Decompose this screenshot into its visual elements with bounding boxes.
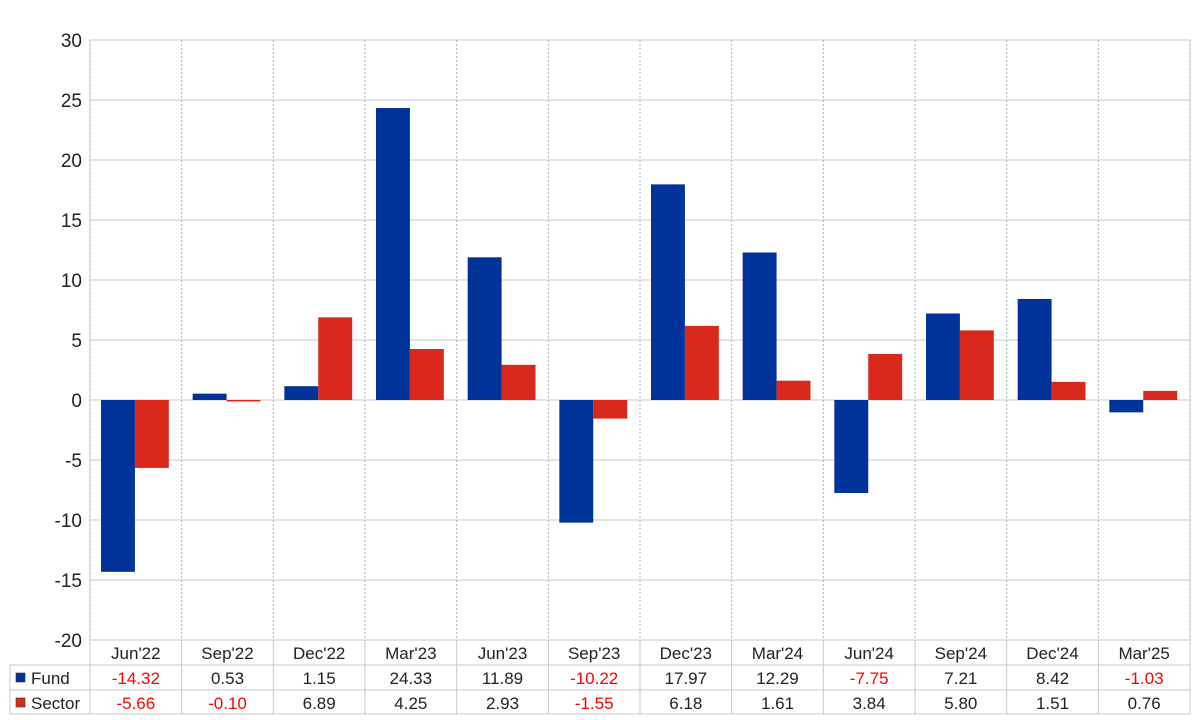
data-label-sector: 5.80	[944, 694, 977, 713]
bar-sector	[776, 380, 811, 400]
bar-sector	[593, 400, 628, 419]
y-tick-label: 5	[71, 331, 82, 352]
data-label-fund: -14.32	[112, 669, 160, 688]
data-label-fund: 7.21	[944, 669, 977, 688]
bar-sector	[959, 330, 994, 400]
bar-sector	[226, 400, 261, 402]
data-label-fund: 12.29	[756, 669, 799, 688]
bar-sector	[684, 325, 719, 400]
bar-fund	[926, 313, 960, 400]
bar-sector	[318, 317, 353, 400]
bar-fund	[742, 252, 777, 400]
data-label-sector: 6.18	[669, 694, 702, 713]
data-label-sector: 2.93	[486, 694, 519, 713]
bar-sector	[1143, 390, 1178, 400]
data-label-sector: 0.76	[1128, 694, 1161, 713]
bar-sector	[501, 364, 536, 400]
bar-fund	[1017, 298, 1052, 400]
legend-swatch-fund	[15, 672, 26, 683]
x-tick-label: Jun'24	[844, 644, 894, 663]
x-tick-label: Jun'22	[111, 644, 161, 663]
data-label-fund: 0.53	[211, 669, 244, 688]
legend-label-fund: Fund	[31, 669, 70, 688]
bars	[101, 108, 1178, 572]
bar-fund	[101, 400, 135, 572]
y-axis: -20 -15 -10 -5 0 5 10 15 20 25 30	[55, 31, 82, 652]
data-label-sector: -5.66	[116, 694, 155, 713]
legend-label-sector: Sector	[31, 694, 80, 713]
x-tick-label: Mar'24	[752, 644, 803, 663]
bar-fund	[834, 400, 869, 493]
bar-sector	[134, 400, 169, 468]
data-label-sector: 1.51	[1036, 694, 1069, 713]
bar-sector	[1051, 381, 1086, 400]
bar-fund	[376, 108, 410, 400]
data-label-fund: 24.33	[390, 669, 433, 688]
data-table: Jun'22 Sep'22 Dec'22 Mar'23 Jun'23 Sep'23 Dec'…	[9, 639, 1191, 715]
x-tick-label: Jun'23	[478, 644, 528, 663]
x-tick-label: Dec'24	[1026, 644, 1078, 663]
data-label-sector: 6.89	[303, 694, 336, 713]
data-label-fund: 8.42	[1036, 669, 1069, 688]
data-label-fund: 17.97	[665, 669, 708, 688]
bar-sector	[868, 353, 903, 400]
bar-fund	[467, 257, 502, 400]
bar-sector	[409, 349, 444, 400]
y-tick-label: 30	[61, 31, 82, 52]
y-tick-label: 15	[61, 211, 82, 232]
data-label-fund: -7.75	[850, 669, 889, 688]
bar-fund	[284, 386, 319, 400]
x-tick-label: Sep'24	[935, 644, 987, 663]
bar-fund	[192, 393, 227, 400]
y-tick-label: -20	[55, 631, 82, 652]
bar-fund	[559, 400, 594, 523]
data-label-sector: -0.10	[208, 694, 247, 713]
x-tick-label: Sep'22	[201, 644, 253, 663]
data-label-fund: 11.89	[482, 669, 523, 688]
x-tick-label: Dec'22	[293, 644, 345, 663]
data-label-sector: -1.55	[575, 694, 614, 713]
y-tick-label: -5	[65, 451, 82, 472]
data-label-sector: 1.61	[761, 694, 794, 713]
data-label-sector: 3.84	[853, 694, 886, 713]
x-tick-label: Sep'23	[568, 644, 620, 663]
data-label-fund: -1.03	[1125, 669, 1164, 688]
y-tick-label: 20	[61, 151, 82, 172]
x-tick-label: Mar'23	[385, 644, 436, 663]
data-label-fund: -10.22	[570, 669, 618, 688]
y-tick-label: 10	[61, 271, 82, 292]
bar-fund	[651, 184, 685, 400]
y-tick-label: 0	[71, 391, 82, 412]
bar-fund	[1109, 400, 1144, 413]
y-tick-label: -10	[55, 511, 82, 532]
y-tick-label: -15	[55, 571, 82, 592]
data-label-sector: 4.25	[394, 694, 427, 713]
x-tick-label: Mar'25	[1118, 644, 1169, 663]
data-label-fund: 1.15	[303, 669, 336, 688]
x-tick-label: Dec'23	[660, 644, 712, 663]
legend-swatch-sector	[15, 697, 26, 708]
y-tick-label: 25	[61, 91, 82, 112]
